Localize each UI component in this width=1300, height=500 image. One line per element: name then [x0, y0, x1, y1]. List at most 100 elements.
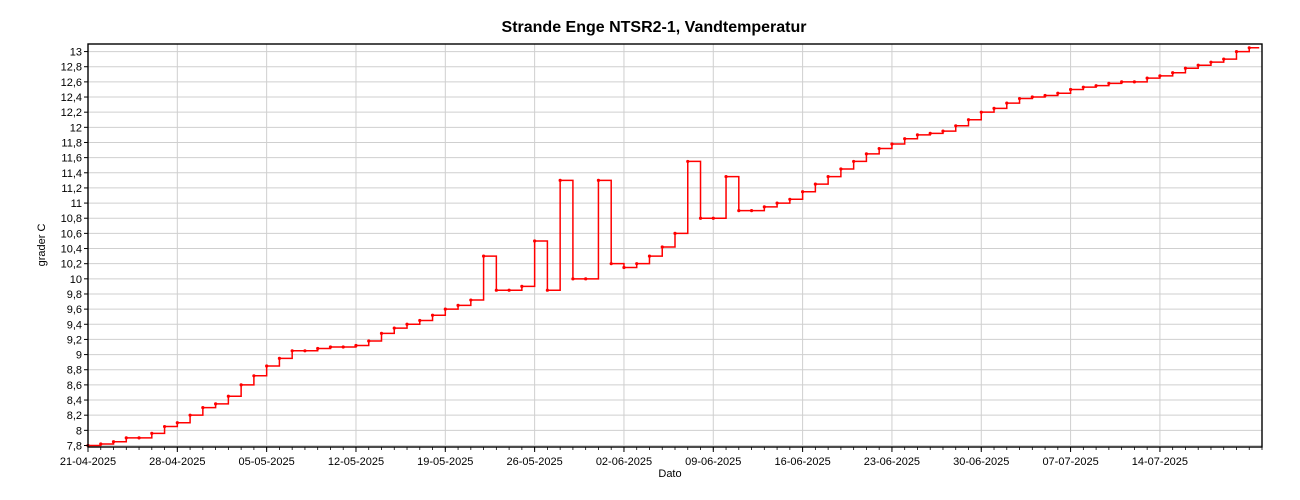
- x-tick-label: 16-06-2025: [774, 456, 830, 468]
- data-point: [507, 288, 511, 292]
- y-tick-label: 8,6: [67, 380, 82, 392]
- data-point: [201, 406, 205, 410]
- data-point: [1068, 87, 1073, 92]
- data-point: [1120, 80, 1124, 84]
- y-tick-label: 11,2: [61, 183, 82, 195]
- data-point: [150, 431, 154, 435]
- data-point: [941, 129, 945, 133]
- data-point: [239, 383, 243, 387]
- data-point: [303, 349, 307, 353]
- y-axis-ticks: 7,8 8 8,2 8,4 8,6 8,8 9 9,2 9,4 9,6 9,8 10 10,2 10,4 1…: [61, 47, 88, 452]
- data-point: [711, 216, 715, 220]
- data-point: [494, 288, 498, 292]
- data-point: [660, 245, 664, 249]
- chart-title: Strande Enge NTSR2-1, Vandtemperatur: [501, 19, 807, 36]
- data-point: [609, 262, 613, 266]
- data-point: [1196, 63, 1200, 67]
- y-tick-label: 10,4: [61, 244, 82, 256]
- y-tick-label: 9,8: [67, 289, 82, 301]
- data-point: [1234, 49, 1239, 54]
- y-tick-label: 11,4: [61, 168, 82, 180]
- data-point: [354, 343, 358, 348]
- x-tick-label: 14-07-2025: [1132, 456, 1188, 468]
- y-tick-label: 12,6: [61, 77, 82, 89]
- data-point: [903, 137, 907, 141]
- data-point: [392, 326, 396, 330]
- x-tick-label: 19-05-2025: [417, 456, 473, 468]
- x-tick-label: 05-05-2025: [239, 456, 295, 468]
- data-point: [1183, 66, 1188, 70]
- data-point: [214, 402, 218, 406]
- data-point: [252, 374, 256, 378]
- y-tick-label: 9: [76, 350, 82, 362]
- data-point: [749, 209, 754, 213]
- data-point: [558, 178, 562, 182]
- data-point: [405, 322, 409, 326]
- y-tick-label: 11,6: [61, 153, 82, 165]
- data-point: [162, 424, 167, 429]
- x-tick-label: 28-04-2025: [149, 456, 205, 468]
- data-point: [571, 277, 575, 281]
- data-point: [686, 159, 690, 164]
- y-tick-label: 9,6: [67, 304, 82, 316]
- data-point: [1247, 46, 1251, 50]
- data-point: [290, 349, 294, 353]
- data-point: [992, 106, 996, 110]
- x-tick-label: 07-07-2025: [1042, 456, 1098, 468]
- data-point: [443, 307, 447, 311]
- data-point: [1132, 80, 1136, 84]
- data-point: [647, 254, 652, 258]
- data-point: [545, 288, 549, 292]
- y-tick-label: 8,2: [67, 410, 82, 422]
- y-tick-label: 9,4: [67, 319, 82, 331]
- y-tick-label: 10: [70, 274, 82, 286]
- data-point: [520, 284, 524, 289]
- data-point: [864, 152, 869, 156]
- data-point: [469, 298, 473, 302]
- data-point: [277, 356, 282, 360]
- data-point: [1017, 96, 1022, 101]
- y-tick-label: 10,2: [61, 259, 82, 271]
- x-tick-label: 09-06-2025: [685, 456, 741, 468]
- x-tick-label: 12-05-2025: [328, 456, 384, 468]
- y-axis-label: grader C: [36, 224, 48, 267]
- data-point: [367, 339, 371, 343]
- x-tick-label: 02-06-2025: [596, 456, 652, 468]
- data-point: [137, 436, 141, 440]
- data-point: [111, 440, 116, 444]
- data-point: [788, 197, 792, 201]
- data-point: [328, 345, 333, 349]
- y-tick-label: 11: [71, 198, 82, 210]
- data-point: [1171, 71, 1175, 75]
- data-point: [762, 205, 766, 209]
- data-point: [418, 318, 422, 323]
- data-point: [379, 331, 384, 335]
- data-point: [826, 174, 830, 179]
- y-tick-label: 10,8: [61, 213, 82, 225]
- data-point: [1158, 74, 1162, 78]
- data-point: [341, 345, 345, 349]
- data-point: [596, 178, 601, 182]
- data-point: [1043, 93, 1047, 98]
- y-tick-label: 8,4: [67, 395, 82, 407]
- y-tick-label: 13: [70, 47, 82, 59]
- data-point: [584, 277, 588, 281]
- data-point: [890, 142, 894, 146]
- data-point: [698, 216, 703, 220]
- y-tick-label: 7,8: [67, 440, 82, 452]
- series-line: [88, 47, 1260, 447]
- data-point: [188, 413, 192, 417]
- data-point: [1005, 101, 1009, 105]
- x-tick-label: 30-06-2025: [953, 456, 1009, 468]
- data-point: [175, 421, 179, 425]
- data-point: [813, 182, 817, 186]
- data-point: [265, 364, 269, 368]
- y-tick-label: 8: [76, 425, 82, 437]
- data-point: [533, 239, 537, 243]
- data-point: [966, 118, 971, 122]
- data-point: [456, 303, 460, 307]
- y-tick-label: 12: [70, 122, 82, 134]
- data-point: [915, 133, 920, 137]
- data-point: [737, 209, 741, 213]
